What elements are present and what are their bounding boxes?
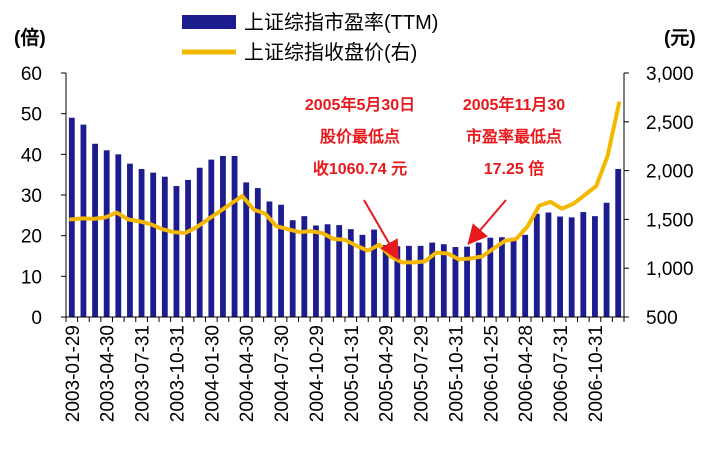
left-tick-label: 20 [21,227,42,248]
x-tick-label: 2005-07-29 [412,325,433,422]
pe-bar [475,242,482,317]
right-unit-label: (元) [664,28,696,49]
price-line-layer [69,101,621,265]
pe-bar [592,216,598,317]
pe-bar [301,216,308,317]
pe-bar [487,237,494,317]
pe-bar [394,246,401,317]
annotation-line: 市盈率最低点 [466,127,562,146]
pe-bar [417,245,424,317]
left-tick-label: 0 [31,308,42,329]
pe-bar [382,245,389,317]
annotation-line: 2005年5月30日 [305,95,415,114]
x-tick-label: 2005-04-29 [377,325,398,422]
left-unit-label: (倍) [14,26,46,49]
left-tick-label: 30 [21,186,42,207]
pe-bar [580,212,587,317]
pe-bar [208,159,215,317]
pe-bar [324,224,331,317]
left-tick-label: 50 [21,105,42,126]
right-tick-label: 1,500 [646,210,694,231]
right-tick-label: 1,000 [646,259,694,280]
pe-bar [440,244,447,317]
pe-bar [603,202,610,317]
legend-line-label: 上证综指收盘价(右) [244,41,417,64]
x-tick-label: 2003-07-31 [133,325,154,422]
pe-bar [557,216,563,317]
pe-bar [499,237,505,317]
x-tick-label: 2004-10-29 [307,325,328,422]
pe-bar [406,245,412,317]
pe-bar [243,182,250,317]
pe-bar [615,168,622,317]
pe-bar [429,242,436,317]
annotation-line: 17.25 倍 [484,159,545,178]
x-tick-label: 2003-10-31 [167,325,188,422]
pe-bar [150,172,157,317]
pe-bar [568,217,575,317]
x-tick-label: 2005-10-31 [446,325,467,422]
pe-bar [92,143,98,317]
pe-bar [196,167,203,317]
right-tick-label: 3,000 [646,64,694,85]
pe-bar [522,234,529,317]
pe-bar [278,204,284,317]
pe-bar [220,155,226,317]
price-line [69,101,621,265]
x-tick-label: 2004-07-30 [272,325,293,422]
x-tick-label: 2006-07-31 [551,325,572,422]
pe-bar [231,155,238,317]
axes: 0 10 20 30 40 50 60 500 1,000 1,500 2,000 2,500 3,00… [14,26,696,422]
pe-bar [510,237,517,317]
pe-bar [115,154,122,317]
pe-bar [533,213,540,317]
x-tick-label: 2004-04-30 [237,325,258,422]
left-tick-label: 60 [21,64,42,85]
pe-bar [359,234,366,317]
legend: 上证综指市盈率(TTM) 上证综指收盘价(右) [182,11,438,64]
pe-bars [68,117,622,318]
x-tick-label: 2006-10-31 [586,325,607,422]
annotation-arrow-price-low [363,199,400,261]
pe-bar [313,225,319,317]
legend-bar-swatch [182,15,236,29]
annotation-line: 收1060.74 元 [313,159,407,178]
pe-bar [266,201,273,317]
x-tick-label: 2006-04-28 [516,325,537,422]
pe-bar [289,220,296,317]
annotation-line: 股价最低点 [320,127,400,146]
pe-bar [138,168,145,317]
left-tick-label: 10 [21,267,42,288]
x-tick-label: 2003-04-30 [98,325,119,422]
pe-bar [371,229,377,317]
pe-bar [80,124,87,318]
right-tick-label: 500 [646,308,678,329]
pe-bar [185,179,191,317]
x-tick-label: 2006-01-25 [481,325,502,422]
pe-bar [452,247,459,317]
pe-bar [103,150,110,317]
pe-bar [173,186,180,317]
pe-bar [161,176,168,317]
pe-bar [464,246,470,317]
pe-bar [347,229,354,317]
pe-bar [127,163,133,317]
x-tick-label: 2005-01-31 [342,325,363,422]
legend-bar-label: 上证综指市盈率(TTM) [244,11,438,34]
annotation-arrow-pe-low [467,199,507,246]
x-tick-label: 2003-01-29 [63,325,84,422]
annotation-line: 2005年11月30 [463,95,565,114]
right-tick-label: 2,000 [646,162,694,183]
pe-bar [336,225,343,317]
pe-bar [254,188,261,317]
x-tick-label: 2004-01-30 [202,325,223,422]
right-tick-label: 2,500 [646,113,694,134]
pe-bar [545,212,552,317]
left-tick-label: 40 [21,145,42,166]
